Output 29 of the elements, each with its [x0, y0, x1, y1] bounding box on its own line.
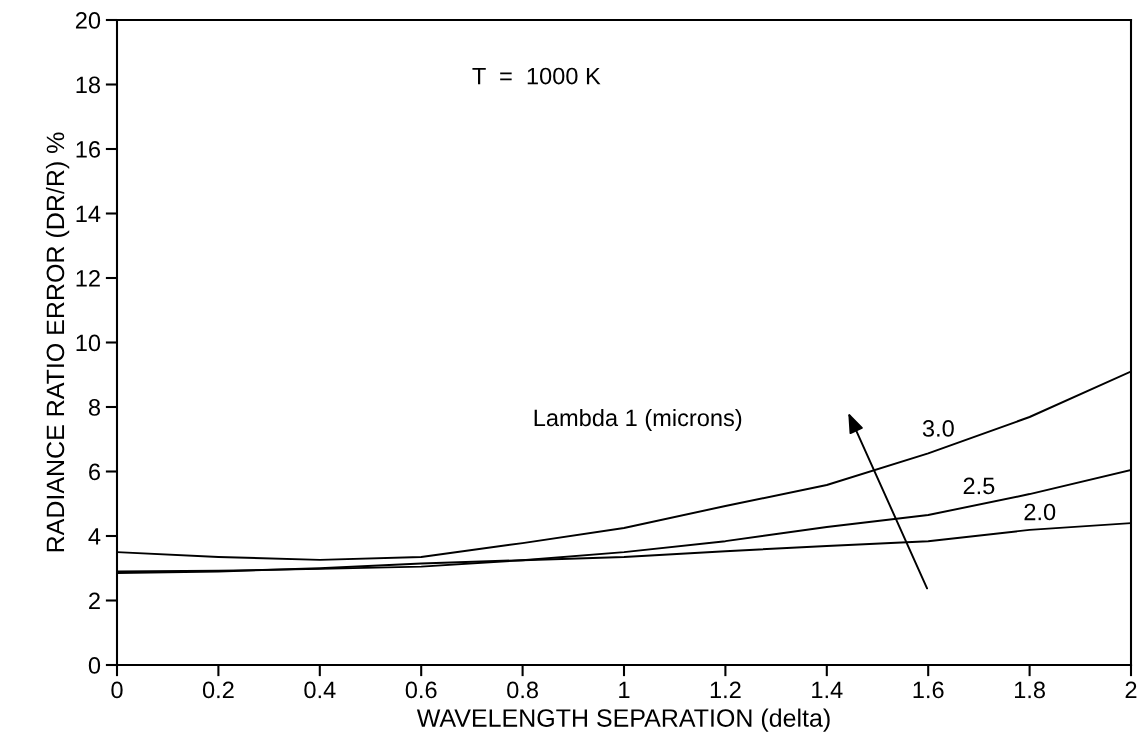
- y-tick-label: 0: [88, 657, 101, 674]
- x-tick-label: 1.2: [710, 681, 741, 699]
- y-tick-label: 2: [89, 592, 100, 610]
- annotation: Lambda 1 (microns): [534, 408, 742, 431]
- x-tick-label: 0.8: [507, 681, 538, 699]
- series-label: 2.5: [963, 477, 995, 495]
- x-tick-label: 1: [619, 681, 630, 699]
- x-tick-label: 0.4: [304, 681, 336, 699]
- x-tick-label: 1.6: [913, 681, 944, 699]
- y-tick-label: 8: [88, 399, 100, 416]
- x-tick-label: 0.2: [202, 681, 234, 699]
- x-tick-label: 0.6: [405, 681, 437, 699]
- annotation: T = 1000 K: [472, 67, 601, 85]
- y-tick-label: 16: [76, 141, 100, 158]
- series-label: 2.0: [1024, 503, 1056, 521]
- y-tick-label: 4: [88, 528, 101, 545]
- y-tick-label: 14: [76, 205, 101, 223]
- y-tick-label: 18: [76, 76, 100, 94]
- y-tick-label: 10: [76, 334, 101, 352]
- series-label: 3.0: [922, 420, 954, 437]
- x-tick-label: 2: [1125, 681, 1137, 699]
- y-tick-label: 12: [76, 270, 100, 287]
- y-tick-label: 20: [75, 12, 101, 29]
- x-tick-label: 1.4: [812, 681, 843, 699]
- x-axis-title: WAVELENGTH SEPARATION (delta): [416, 708, 830, 732]
- x-tick-label: 0: [111, 681, 123, 699]
- y-axis-title: RADIANCE RATIO ERROR (DR/R) %: [45, 132, 70, 552]
- x-tick-label: 1.8: [1014, 681, 1045, 699]
- y-tick-label: 6: [89, 463, 100, 481]
